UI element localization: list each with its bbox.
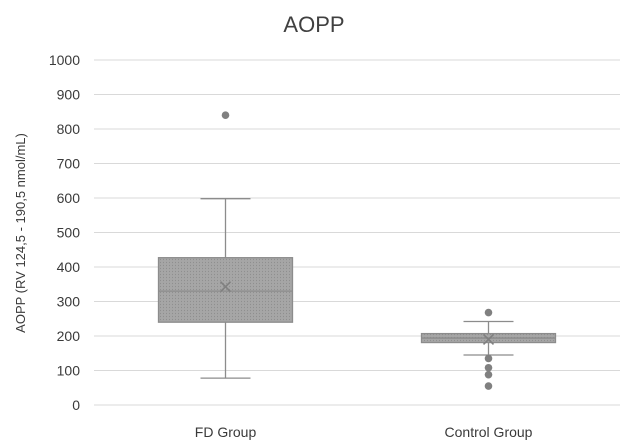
y-tick-label: 700 xyxy=(57,156,81,172)
outlier-point xyxy=(484,363,493,372)
y-tick-label: 500 xyxy=(57,225,81,241)
outlier-point xyxy=(484,370,493,379)
y-tick-label: 200 xyxy=(57,328,81,344)
mean-marker xyxy=(482,333,495,346)
y-axis-label: AOPP (RV 124,5 - 190,5 nmol/mL) xyxy=(13,133,28,333)
gridlines xyxy=(94,59,620,406)
box-group xyxy=(420,308,557,390)
y-axis-ticks: 0 100 200 300 400 500 600 700 800 900 1000 xyxy=(49,52,80,413)
box-iqr xyxy=(157,257,294,323)
box-group xyxy=(157,111,294,379)
chart-title: AOPP xyxy=(283,12,344,37)
boxes xyxy=(157,111,557,390)
y-tick-label: 1000 xyxy=(49,52,80,68)
x-category-label: Control Group xyxy=(445,424,533,440)
y-tick-label: 300 xyxy=(57,294,81,310)
outlier-point xyxy=(484,308,493,317)
y-tick-label: 0 xyxy=(72,397,80,413)
y-tick-label: 100 xyxy=(57,363,81,379)
y-tick-label: 900 xyxy=(57,87,81,103)
outlier-point xyxy=(484,382,493,390)
outlier-point xyxy=(484,354,493,363)
outlier-point xyxy=(221,111,230,119)
x-category-label: FD Group xyxy=(195,424,257,440)
y-tick-label: 600 xyxy=(57,190,81,206)
y-tick-label: 800 xyxy=(57,121,81,137)
y-tick-label: 400 xyxy=(57,259,81,275)
x-axis-categories: FD Group Control Group xyxy=(195,424,533,440)
mean-marker xyxy=(219,281,232,293)
